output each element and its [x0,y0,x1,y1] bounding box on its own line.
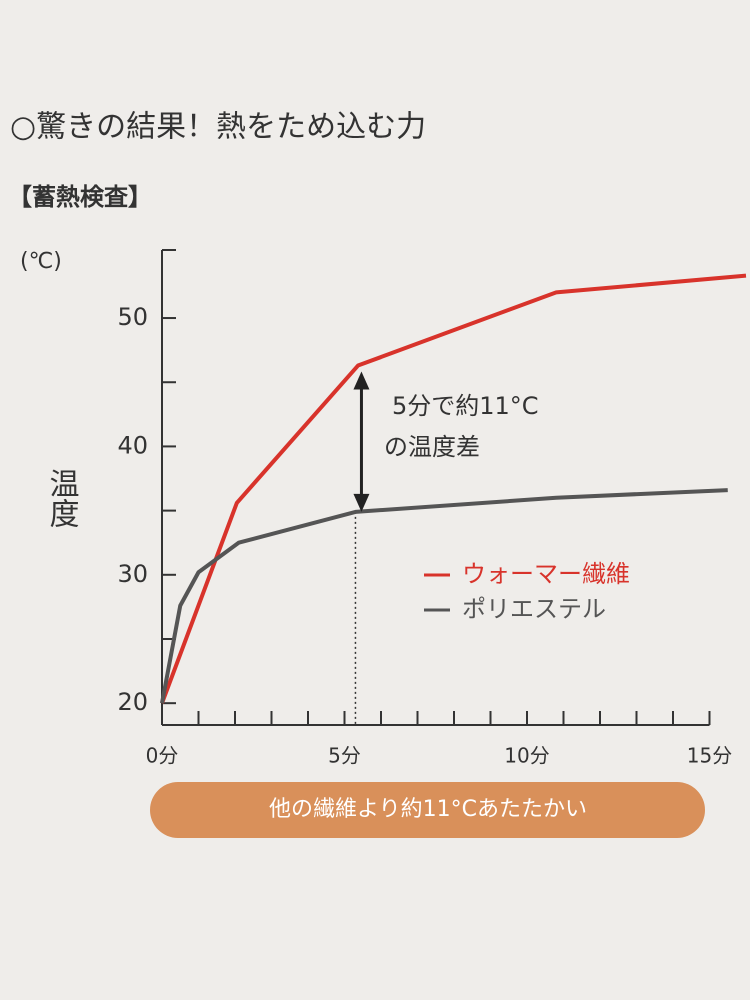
y-tick-label: 40 [117,431,148,459]
arrow-head [353,493,370,512]
banner [150,782,705,838]
y-unit: (℃) [20,249,62,274]
legend-label: ウォーマー繊維 [462,560,630,588]
chart-subtitle: 【蓄熱検査】 [8,183,152,211]
legend-label: ポリエステル [462,595,606,623]
y-tick-label: 20 [117,688,148,716]
x-tick-label: 15分 [687,744,732,768]
banner-text: 他の繊維より約11°Cあたたかい [269,797,587,822]
x-tick-label: 10分 [504,744,549,768]
y-tick-label: 30 [117,560,148,588]
y-axis-label: 温度 [44,468,79,528]
x-tick-label: 0分 [146,744,179,768]
chart-title: ○驚きの結果！熱をため込む力 [10,110,426,145]
series-line [160,488,728,704]
arrow-head [353,371,370,390]
annotation: 5分で約11°C [392,392,539,420]
series-line [160,273,747,704]
y-tick-label: 50 [117,303,148,331]
annotation: の温度差 [384,433,480,461]
x-tick-label: 5分 [328,744,361,768]
